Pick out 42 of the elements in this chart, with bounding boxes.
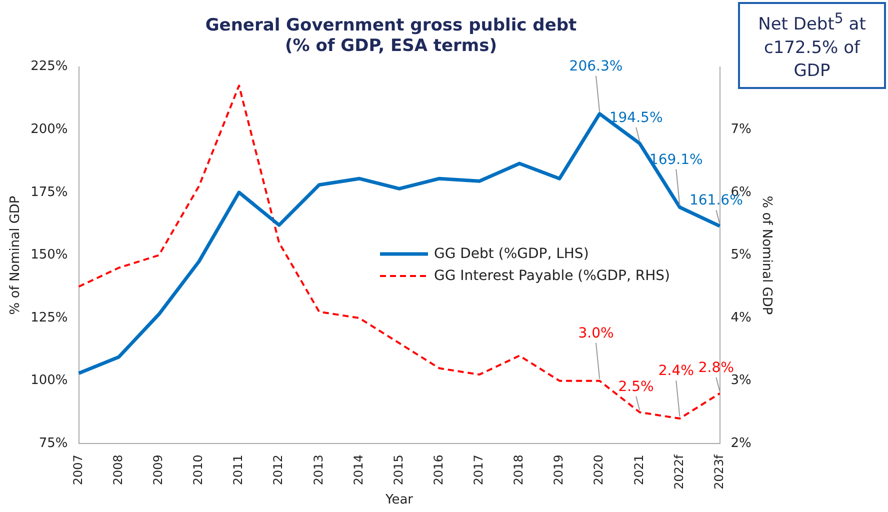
y2-tick-label: 2%: [730, 436, 752, 452]
x-tick-label: 2013: [311, 454, 326, 486]
data-label: 194.5%: [609, 110, 663, 126]
x-axis-title: Year: [384, 492, 414, 508]
y-tick-label: 100%: [30, 373, 68, 388]
y-tick-label: 200%: [30, 122, 68, 137]
x-tick-label: 2014: [351, 454, 366, 486]
x-tick-label: 2011: [231, 454, 246, 486]
callout-box: Net Debt$^{5}$ at c172.5% of GDP: [738, 2, 886, 89]
x-tick-label: 2022f: [672, 454, 686, 490]
y-axis-title: % of Nominal GDP: [8, 196, 24, 315]
legend-label: GG Interest Payable (%GDP, RHS): [434, 268, 670, 284]
x-tick-label: 2023f: [712, 454, 726, 490]
x-tick-label: 2016: [431, 454, 446, 486]
y2-tick-label: 5%: [730, 248, 752, 263]
y-tick-label: 150%: [30, 248, 68, 263]
legend-label: GG Debt (%GDP, LHS): [434, 246, 589, 262]
x-tick-label: 2008: [110, 454, 125, 486]
data-label: 206.3%: [569, 58, 623, 74]
y-tick-label: 175%: [30, 184, 68, 200]
data-label: 2.4%: [658, 363, 694, 380]
x-tick-label: 2012: [271, 454, 286, 486]
x-tick-label: 2020: [592, 454, 606, 486]
x-tick-label: 2007: [70, 454, 85, 486]
x-tick-label: 2018: [512, 454, 526, 486]
data-label: 169.1%: [649, 152, 703, 168]
y2-tick-label: 4%: [730, 310, 752, 326]
y-tick-label: 225%: [30, 59, 68, 74]
x-tick-label: 2015: [391, 454, 406, 486]
x-tick-label: 2019: [552, 454, 566, 486]
y2-axis-title: % of Nominal GDP: [758, 196, 774, 315]
y2-tick-label: 7%: [730, 122, 752, 137]
x-tick-label: 2010: [191, 454, 206, 486]
x-tick-label: 2021: [632, 454, 646, 486]
data-label: 3.0%: [578, 325, 614, 342]
data-label: 2.5%: [618, 378, 654, 395]
chart-title: General Government gross public debt: [205, 16, 577, 36]
x-tick-label: 2009: [151, 454, 166, 486]
chart-subtitle: (% of GDP, ESA terms): [284, 36, 498, 56]
y-tick-label: 125%: [30, 310, 68, 326]
x-tick-label: 2017: [472, 454, 486, 486]
y-tick-label: 75%: [38, 436, 68, 452]
